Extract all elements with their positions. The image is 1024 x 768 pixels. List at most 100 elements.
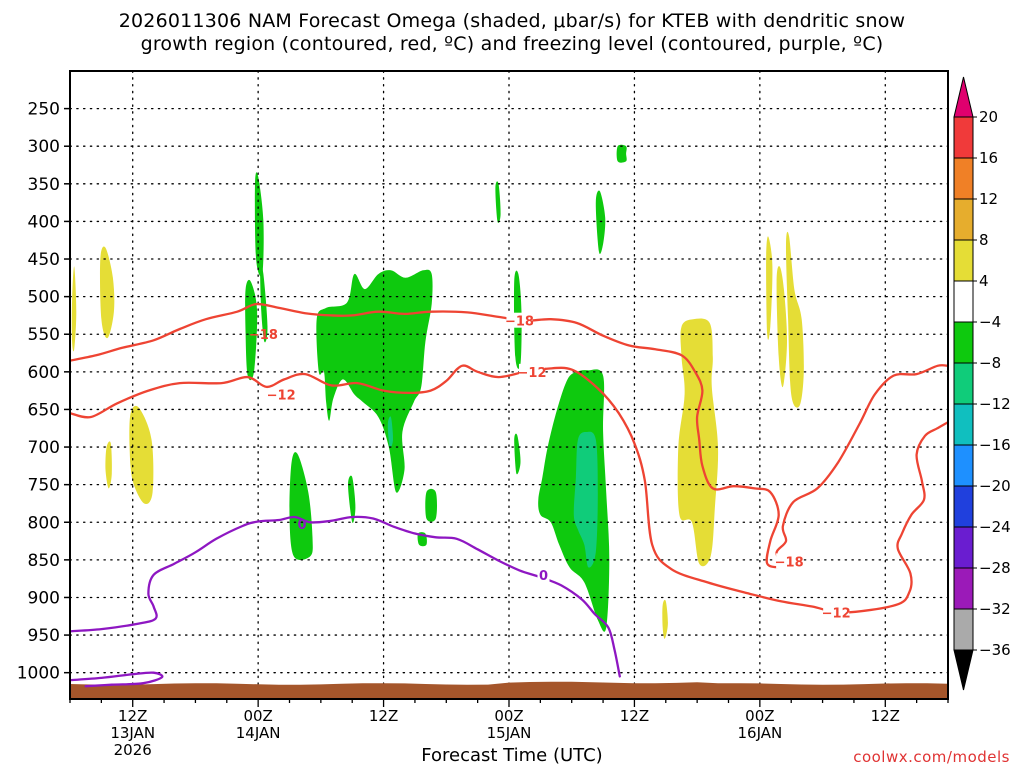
x-tick-label-6-0: 12Z	[118, 707, 147, 725]
x-tick-label-42-1: 15JAN	[487, 724, 532, 742]
y-tick-label-350: 350	[28, 175, 60, 195]
colorbar-swatch-0	[953, 116, 974, 159]
y-tick-label-650: 650	[28, 400, 60, 420]
colorbar-label-7: −12	[979, 395, 1011, 413]
y-tick-label-550: 550	[28, 325, 60, 345]
contour-label-bg-2	[776, 553, 803, 569]
freezing-contour-label-extra-0: 0	[539, 569, 548, 584]
colorbar-bottom-triangle	[953, 649, 974, 691]
colorbar-swatch-12	[953, 608, 974, 651]
y-tick-label-400: 400	[28, 212, 60, 232]
colorbar-label-3: 8	[979, 231, 989, 249]
y-tick-label-850: 850	[28, 551, 60, 571]
contour-label-bg-3	[823, 604, 850, 620]
colorbar-top-triangle	[953, 76, 974, 118]
colorbar-label-12: −32	[979, 600, 1011, 618]
colorbar-label-10: −24	[979, 518, 1011, 536]
x-tick-label-66-0: 00Z	[745, 707, 774, 725]
y-tick-label-450: 450	[28, 250, 60, 270]
omega-region-8	[662, 599, 668, 639]
colorbar-label-6: −8	[979, 354, 1001, 372]
omega-region-24	[387, 416, 394, 448]
omega-region-23	[573, 431, 598, 568]
omega-region-3	[129, 405, 154, 505]
dgz-contour-1	[70, 302, 948, 569]
freezing-contour-0	[70, 515, 621, 678]
omega-region-16	[425, 488, 437, 522]
chart-title-line-2: growth region (contoured, red, ºC) and f…	[140, 33, 884, 55]
dgz-contour-0	[70, 364, 948, 614]
dgz-contour-label-extra-2: −18	[775, 555, 804, 570]
freezing-contour-1	[70, 671, 164, 688]
grid-layer	[69, 70, 949, 700]
freezing-label-bg-0	[537, 566, 550, 582]
x-tick-label-18-0: 00Z	[243, 707, 272, 725]
omega-region-14	[348, 475, 356, 524]
omega-region-19	[514, 433, 521, 475]
colorbar-swatch-3	[953, 239, 974, 282]
colorbar: 20 16 12 8 4 −4 −8 −12 −16 −20 −24 −28 −32 −36	[953, 76, 1011, 691]
y-tick-label-700: 700	[28, 438, 60, 458]
colorbar-label-13: −36	[979, 641, 1011, 659]
colorbar-label-9: −20	[979, 477, 1011, 495]
dgz-contour-label-extra-0: −18	[505, 315, 534, 330]
ground-layer	[70, 681, 948, 699]
colorbar-swatch-6	[953, 362, 974, 405]
y-tick-label-750: 750	[28, 476, 60, 496]
omega-region-17	[495, 181, 501, 223]
omega-region-5	[766, 236, 773, 340]
colorbar-swatch-5	[953, 321, 974, 364]
omega-region-9	[254, 172, 264, 277]
colorbar-label-11: −28	[979, 559, 1011, 577]
colorbar-swatch-9	[953, 485, 974, 528]
colorbar-swatch-7	[953, 403, 974, 446]
omega-region-12	[316, 269, 433, 493]
x-tick-label-78-0: 12Z	[871, 707, 900, 725]
x-tick-label-18-1: 14JAN	[236, 724, 281, 742]
ground-surface	[70, 681, 948, 699]
y-tick-label-800: 800	[28, 513, 60, 533]
dgz-contour-label-extra-3: −12	[822, 607, 851, 622]
dgz-contour-label-1: −18	[249, 328, 278, 343]
colorbar-label-2: 12	[979, 190, 998, 208]
x-tick-label-42-0: 00Z	[494, 707, 523, 725]
x-tick-label-6-1: 13JAN	[110, 724, 155, 742]
dgz-contour-label-extra-1: −12	[518, 366, 547, 381]
colorbar-label-1: 16	[979, 149, 998, 167]
contour-label-bg-0	[506, 312, 533, 328]
omega-region-20	[616, 144, 627, 163]
freezing-contour-label-0: 0	[298, 518, 307, 533]
colorbar-swatch-4	[953, 280, 974, 323]
y-tick-label-500: 500	[28, 288, 60, 308]
y-tick-label-1000: 1000	[17, 664, 60, 684]
y-tick-label-950: 950	[28, 626, 60, 646]
dgz-contour-label-0: −12	[267, 388, 296, 403]
y-tick-label-300: 300	[28, 137, 60, 157]
x-tick-label-66-1: 16JAN	[737, 724, 782, 742]
omega-region-4	[677, 318, 719, 567]
colorbar-swatch-10	[953, 526, 974, 569]
credit-link[interactable]: coolwx.com/models	[853, 748, 1010, 766]
x-tick-label-54-0: 12Z	[620, 707, 649, 725]
omega-region-7	[785, 231, 804, 408]
colorbar-swatch-8	[953, 444, 974, 487]
y-tick-label-900: 900	[28, 588, 60, 608]
chart-title-line-1: 2026011306 NAM Forecast Omega (shaded, μ…	[118, 10, 906, 32]
contour-layer: −12 −18 0 −18 −12 −18 −12 0	[70, 302, 948, 688]
omega-shading-layer	[71, 144, 804, 639]
colorbar-label-5: −4	[979, 313, 1001, 331]
colorbar-label-0: 20	[979, 108, 998, 126]
colorbar-swatch-11	[953, 567, 974, 610]
omega-region-0	[71, 266, 77, 352]
colorbar-label-8: −16	[979, 436, 1011, 454]
contour-label-bg-1	[518, 363, 545, 379]
colorbar-label-4: 4	[979, 272, 989, 290]
colorbar-swatch-2	[953, 198, 974, 241]
omega-region-13	[289, 452, 313, 560]
y-axis: 250 300 350 400 450 500 550 600 650 700 750 800 850 9…	[17, 100, 70, 684]
x-tick-label-30-0: 12Z	[369, 707, 398, 725]
colorbar-swatch-1	[953, 157, 974, 200]
y-tick-label-600: 600	[28, 363, 60, 383]
